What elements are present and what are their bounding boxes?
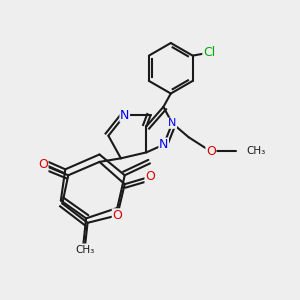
Text: N: N	[168, 118, 176, 128]
Text: O: O	[206, 145, 216, 158]
Text: O: O	[112, 209, 122, 222]
Text: O: O	[145, 170, 155, 183]
Text: CH₃: CH₃	[75, 244, 94, 255]
Text: N: N	[159, 138, 168, 151]
Text: O: O	[38, 158, 48, 171]
Text: N: N	[120, 109, 129, 122]
Text: CH₃: CH₃	[75, 244, 94, 255]
Text: CH₃: CH₃	[247, 146, 266, 157]
Text: Cl: Cl	[203, 46, 215, 59]
